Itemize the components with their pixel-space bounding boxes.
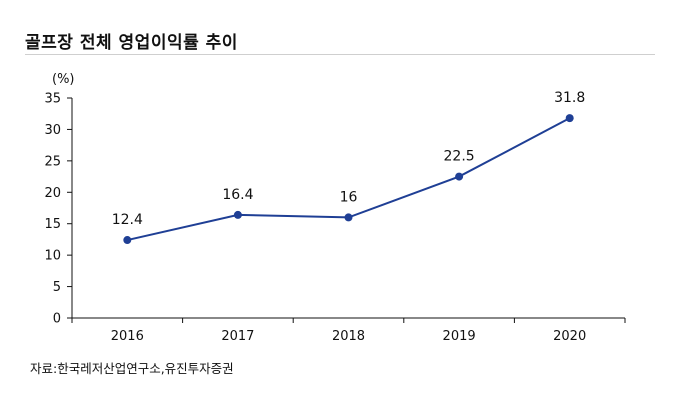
y-tick-label: 10 <box>44 249 61 264</box>
x-tick-label: 2020 <box>553 329 586 344</box>
data-point <box>455 172 464 181</box>
x-axis: 2016 2017 2018 2019 2020 <box>71 317 626 344</box>
y-axis-unit-label: (%) <box>52 72 75 87</box>
source-note: 자료:한국레저산업연구소,유진투자증권 <box>30 361 234 376</box>
series-line <box>127 117 571 242</box>
chart-title: 골프장 전체 영업이익률 추이 <box>25 33 238 53</box>
y-tick-label: 35 <box>44 92 61 107</box>
title-divider <box>25 54 655 55</box>
data-label: 22.5 <box>444 149 475 165</box>
data-label: 16.4 <box>222 187 253 203</box>
data-point <box>565 114 574 123</box>
y-tick-label: 25 <box>44 154 61 169</box>
y-tick-label: 5 <box>53 280 61 295</box>
y-tick-label: 0 <box>53 312 61 327</box>
data-label: 31.8 <box>554 90 585 106</box>
data-point <box>123 236 132 245</box>
x-tick-label: 2016 <box>111 329 144 344</box>
series-line-group <box>127 117 571 242</box>
data-label: 16 <box>340 189 358 205</box>
x-tick-label: 2018 <box>332 329 365 344</box>
y-axis: 0 5 10 15 20 25 30 35 <box>44 92 73 327</box>
data-points <box>123 114 574 245</box>
y-tick-label: 30 <box>44 123 61 138</box>
y-tick-label: 20 <box>44 186 61 201</box>
y-tick-label: 15 <box>44 217 61 232</box>
x-tick-label: 2017 <box>221 329 254 344</box>
x-tick-label: 2019 <box>443 329 476 344</box>
data-labels: 12.4 16.4 16 22.5 31.8 <box>112 90 586 228</box>
data-point <box>233 210 242 219</box>
data-point <box>344 213 353 222</box>
data-label: 12.4 <box>112 212 143 228</box>
